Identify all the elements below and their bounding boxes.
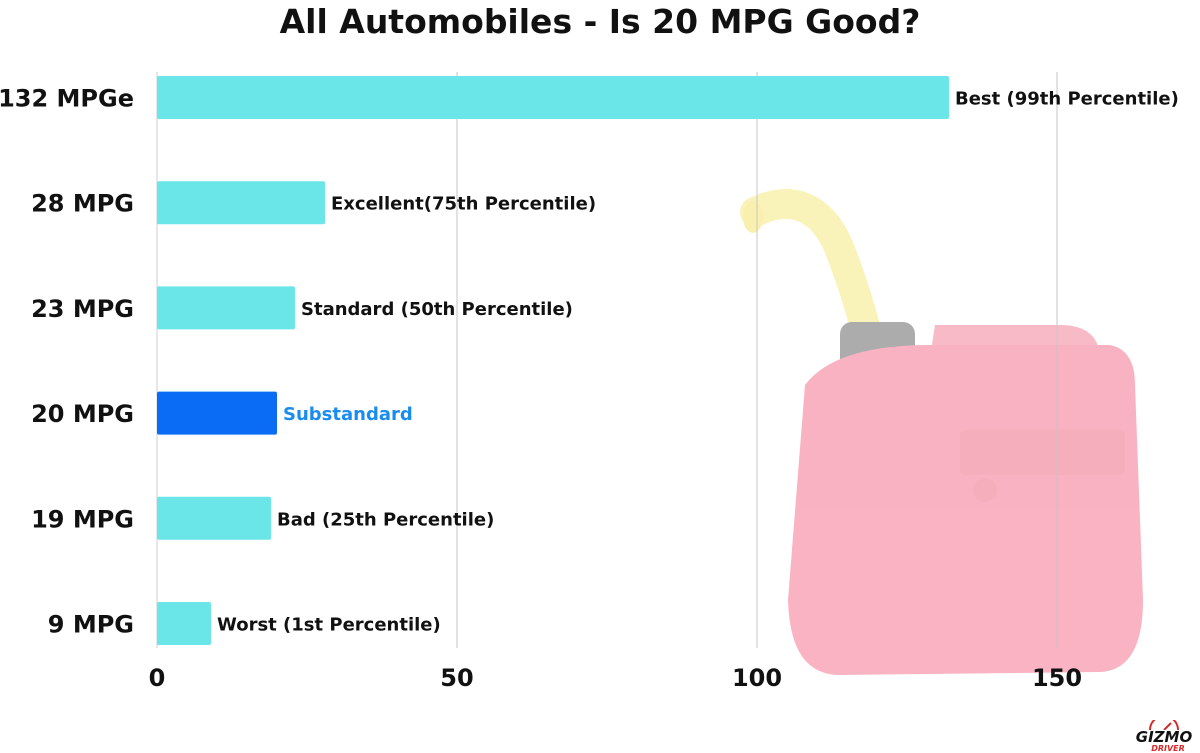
data-label: Substandard — [283, 404, 413, 425]
bar — [157, 286, 295, 330]
chart-title: All Automobiles - Is 20 MPG Good? — [279, 2, 921, 41]
gridlines — [156, 72, 1058, 648]
labels: 0 50 100 150 132 MPGe Best (99th Percentile) 2… — [0, 85, 1179, 693]
category-label: 28 MPG — [31, 190, 134, 218]
category-label: 9 MPG — [48, 611, 134, 639]
category-label: 20 MPG — [31, 400, 134, 428]
x-tick-label: 100 — [732, 664, 782, 692]
gauge-icon — [1149, 720, 1179, 730]
gizmo-driver-logo: GIZMO DRIVER — [1128, 720, 1200, 753]
bar — [157, 76, 949, 119]
x-tick-label: 50 — [440, 664, 473, 692]
bar — [157, 496, 271, 540]
data-label: Bad (25th Percentile) — [277, 509, 494, 530]
gasoline-can-icon — [740, 189, 1143, 675]
logo-text: GIZMO — [1135, 728, 1193, 746]
x-tick-label: 0 — [149, 664, 166, 692]
logo-subtext: DRIVER — [1151, 744, 1185, 753]
data-label: Best (99th Percentile) — [955, 89, 1179, 110]
category-label: 23 MPG — [31, 295, 134, 323]
x-tick-label: 150 — [1032, 664, 1082, 692]
bars — [157, 76, 949, 645]
category-label: 132 MPGe — [0, 85, 134, 113]
bar — [157, 391, 277, 435]
data-label: Excellent(75th Percentile) — [331, 194, 596, 215]
data-label: Worst (1st Percentile) — [217, 615, 441, 636]
bar — [157, 602, 211, 645]
category-label: 19 MPG — [31, 505, 134, 533]
bar — [157, 181, 325, 225]
data-label: Standard (50th Percentile) — [301, 299, 573, 320]
